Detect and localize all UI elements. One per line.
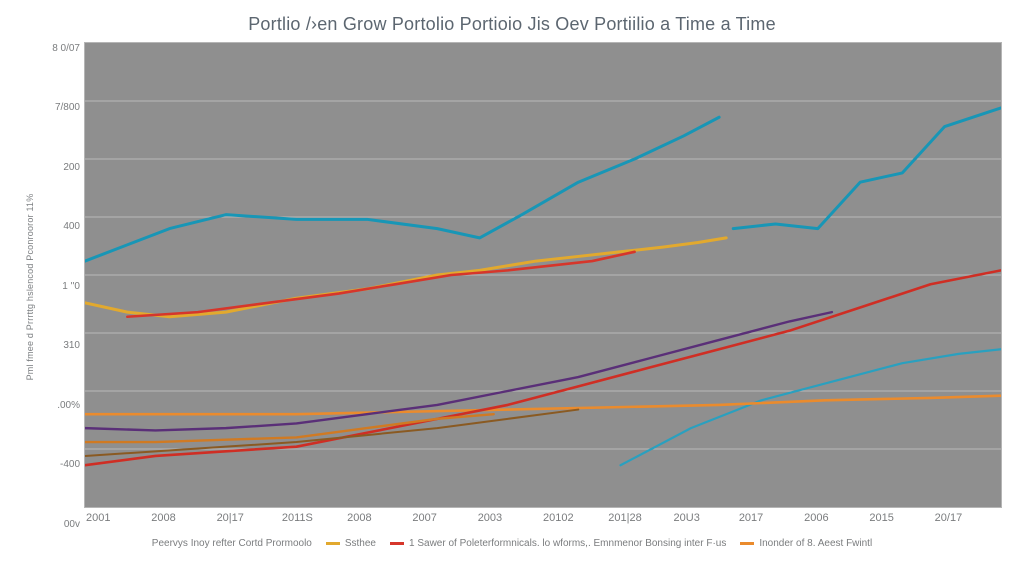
- y-tick-label: 200: [63, 163, 80, 173]
- series-growth-teal: [85, 117, 719, 261]
- legend: Peervys Inoy refter Cortd Prormoolo Ssthe…: [22, 532, 1002, 556]
- x-tick-label: 2006: [804, 512, 869, 532]
- y-axis-ticks: 8 0/07 7/800 200 400 1 ''0 310 .00% -400 00v: [52, 42, 80, 532]
- series-orange-flat: [85, 395, 1001, 414]
- y-tick-label: 00v: [64, 520, 80, 530]
- y-axis: Pml fmee d Prrrttg hslencod Pconrooror 1…: [22, 42, 84, 532]
- y-axis-label: Pml fmee d Prrrttg hslencod Pconrooror 1…: [25, 193, 35, 380]
- series-growth-teal-right: [733, 108, 1001, 229]
- series-teal-low: [620, 349, 1001, 465]
- y-tick-label: 7/800: [55, 103, 80, 113]
- x-tick-label: 20/17: [935, 512, 1000, 532]
- legend-swatch: [740, 542, 754, 545]
- chart-frame: Portlio /›en Grow Portolio Portioio Jis …: [0, 0, 1024, 585]
- legend-item: 1 Sawer of Poleterformnicals. lo wforms,…: [390, 538, 726, 549]
- x-tick-label: 201|28: [608, 512, 673, 532]
- series-yellow-upper: [85, 237, 726, 316]
- x-tick-label: 2001: [86, 512, 151, 532]
- series-purple-mid: [85, 312, 832, 430]
- legend-swatch: [326, 542, 340, 545]
- series-red-upper: [127, 251, 634, 316]
- chart-body: Pml fmee d Prrrttg hslencod Pconrooror 1…: [22, 42, 1002, 532]
- chart-title: Portlio /›en Grow Portolio Portioio Jis …: [22, 14, 1002, 36]
- plot-column: 2001200820|172011S20082007200320102201|2…: [84, 42, 1002, 532]
- y-tick-label: 400: [63, 222, 80, 232]
- x-tick-label: 2007: [412, 512, 477, 532]
- x-tick-label: 2008: [347, 512, 412, 532]
- plot-area: [84, 42, 1002, 508]
- x-tick-label: 20|17: [217, 512, 282, 532]
- legend-item: Peervys Inoy refter Cortd Prormoolo: [152, 538, 312, 549]
- x-tick-label: 2008: [151, 512, 216, 532]
- x-tick-label: 20102: [543, 512, 608, 532]
- legend-label: Ssthee: [345, 538, 376, 549]
- legend-label: 1 Sawer of Poleterformnicals. lo wforms,…: [409, 538, 726, 549]
- legend-item: Ssthee: [326, 538, 376, 549]
- x-tick-label: 2011S: [282, 512, 347, 532]
- series-red-lower: [85, 270, 1001, 465]
- legend-label: Peervys Inoy refter Cortd Prormoolo: [152, 538, 312, 549]
- x-tick-label: 20U3: [674, 512, 739, 532]
- x-axis-ticks: 2001200820|172011S20082007200320102201|2…: [84, 508, 1002, 532]
- y-tick-label: 8 0/07: [52, 44, 80, 54]
- y-tick-label: .00%: [57, 401, 80, 411]
- legend-swatch: [390, 542, 404, 545]
- y-tick-label: -400: [60, 460, 80, 470]
- y-tick-label: 310: [63, 341, 80, 351]
- legend-label: Inonder of 8. Aeest Fwintl: [759, 538, 872, 549]
- x-tick-label: 2017: [739, 512, 804, 532]
- x-tick-label: 2003: [478, 512, 543, 532]
- x-tick-label: 2015: [869, 512, 934, 532]
- legend-item: Inonder of 8. Aeest Fwintl: [740, 538, 872, 549]
- y-tick-label: 1 ''0: [62, 282, 80, 292]
- plot-svg: [85, 43, 1001, 507]
